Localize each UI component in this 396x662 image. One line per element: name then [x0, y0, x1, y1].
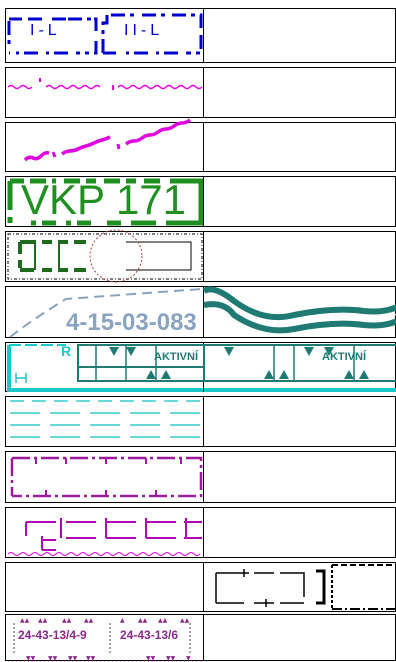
active-label: AKTIVNÍ [154, 351, 198, 363]
teal-double-band-symbol [202, 286, 396, 334]
svg-text:▼▼: ▼▼ [86, 655, 96, 662]
svg-text:▲▲: ▲▲ [38, 617, 48, 624]
rising-wavy-line-symbol-magenta [23, 118, 192, 162]
dashed-contour-symbol [9, 288, 202, 338]
svg-text:▼▼: ▼▼ [166, 655, 176, 662]
svg-text:▲▲: ▲▲ [62, 617, 72, 624]
legend-description-cell [203, 614, 396, 661]
legend-row-10 [5, 507, 396, 558]
parcel-label-right: 24-43-13/6 [120, 628, 179, 642]
cyan-boundary-with-active-block [7, 344, 205, 392]
svg-text:▲▲: ▲▲ [138, 617, 148, 624]
legend-description-cell [203, 396, 396, 447]
legend-symbol-cell [5, 229, 204, 283]
legend-symbol-cell: R AKTIVNÍ [5, 342, 205, 392]
legend-row-11 [5, 562, 396, 612]
legend-description-cell [203, 451, 396, 503]
legend-row-5 [5, 229, 396, 283]
legend-description-cell [203, 67, 396, 118]
legend-description-cell [202, 286, 396, 338]
symbol-label: 4-15-03-083 [66, 309, 197, 336]
legend-row-9 [5, 451, 396, 503]
mark-r: R [61, 343, 72, 359]
legend-description-cell [203, 176, 396, 227]
legend-symbol-cell [5, 118, 204, 172]
svg-text:▼: ▼ [186, 655, 191, 662]
legend-symbol-cell [5, 67, 204, 118]
legend-row-7: R AKTIVNÍ AKTIVNÍ [5, 342, 396, 392]
active-block-symbol [203, 344, 396, 392]
boundary-symbol-blue [7, 13, 203, 55]
svg-text:▲▲: ▲▲ [158, 617, 168, 624]
green-frame-symbol [7, 178, 204, 226]
svg-text:▲▲: ▲▲ [84, 617, 94, 624]
legend-row-2 [5, 67, 396, 118]
svg-text:▼▼: ▼▼ [26, 655, 36, 662]
legend-symbol-cell: ▲▲ ▲▲ ▲▲ ▲▲ ▲ ▲▲ ▲▲ ▲▲ ▼▼ ▼▼ ▼▼ ▼▼ ▼▼ ▼▼ ▼ 24-43-13… [5, 614, 204, 662]
svg-text:▲▲: ▲▲ [20, 617, 30, 624]
svg-text:▲: ▲ [120, 617, 125, 624]
legend-row-12: ▲▲ ▲▲ ▲▲ ▲▲ ▲ ▲▲ ▲▲ ▲▲ ▼▼ ▼▼ ▼▼ ▼▼ ▼▼ ▼▼ ▼ 24-43-13… [5, 614, 396, 662]
symbol-label: VKP 171 [21, 176, 187, 223]
dark-green-frame-symbol [7, 229, 203, 283]
legend-row-1: I-L II-L [5, 8, 396, 63]
legend-symbol-cell [5, 451, 204, 503]
legend-row-8 [5, 396, 396, 447]
legend-description-cell: AKTIVNÍ [203, 342, 396, 392]
legend-row-3 [5, 118, 396, 172]
legend-symbol-cell [5, 562, 204, 612]
svg-text:▲▲: ▲▲ [180, 617, 190, 624]
legend-description-cell [203, 562, 396, 612]
svg-text:▼▼: ▼▼ [48, 655, 58, 662]
legend-symbol-cell: VKP 171 [5, 176, 204, 227]
legend-description-cell [203, 8, 396, 63]
legend-description-cell [203, 122, 396, 172]
legend-description-cell [203, 231, 396, 282]
svg-text:▼▼: ▼▼ [146, 655, 156, 662]
parcel-label-left: 24-43-13/4-9 [18, 628, 87, 642]
legend-symbol-cell [5, 396, 204, 447]
legend-symbol-cell: I-L II-L [5, 8, 204, 63]
svg-text:▼▼: ▼▼ [68, 655, 78, 662]
purple-frame-symbol [10, 456, 203, 498]
legend-symbol-cell: 4-15-03-083 [5, 286, 204, 338]
magenta-grid-wavy-symbol [7, 518, 202, 556]
legend-description-cell [203, 507, 396, 558]
legend-symbol-cell [5, 507, 204, 558]
black-frame-symbol [215, 564, 396, 610]
symbol-label-right: II-L [124, 22, 164, 39]
legend-row-4: VKP 171 [5, 176, 396, 227]
legend-row-6: 4-15-03-083 [5, 286, 396, 338]
symbol-label-left: I-L [30, 22, 61, 39]
active-label: AKTIVNÍ [322, 351, 366, 363]
cyan-parallel-lines-symbol [10, 400, 202, 438]
wavy-line-symbol-magenta [7, 78, 203, 90]
